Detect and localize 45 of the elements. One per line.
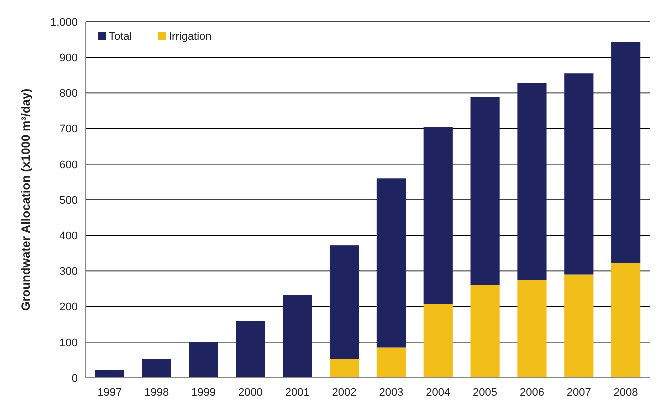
bar xyxy=(330,359,360,378)
x-tick-label: 2002 xyxy=(332,387,357,399)
y-tick-label: 300 xyxy=(60,266,78,278)
x-tick-label: 2001 xyxy=(285,387,310,399)
bar xyxy=(330,246,360,360)
y-tick-label: 700 xyxy=(60,124,78,136)
bar xyxy=(424,304,453,378)
bar xyxy=(376,348,406,378)
bar xyxy=(283,295,312,378)
bar xyxy=(470,285,500,378)
bar xyxy=(564,274,594,378)
bar xyxy=(470,97,500,286)
y-tick-label: 0 xyxy=(72,372,78,385)
x-tick-label: 2007 xyxy=(566,387,592,399)
x-tick-label: 2005 xyxy=(473,387,498,399)
bar xyxy=(142,359,172,378)
y-tick-label: 600 xyxy=(60,159,78,172)
bar xyxy=(612,263,641,378)
x-tick-label: 1998 xyxy=(144,387,170,399)
x-tick-label: 2008 xyxy=(614,387,638,399)
legend-label: Total xyxy=(109,30,132,43)
y-tick-label: 400 xyxy=(60,230,78,242)
y-axis-title: Groundwater Allocation (x1000 m³/day) xyxy=(19,88,33,312)
y-tick-label: 900 xyxy=(60,52,78,64)
bar xyxy=(95,370,124,378)
bar xyxy=(424,127,453,304)
bar xyxy=(518,83,547,280)
x-tick-label: 2006 xyxy=(520,387,544,399)
x-tick-label: 2003 xyxy=(379,387,404,399)
bar xyxy=(518,280,547,378)
y-tick-label: 1,000 xyxy=(50,16,78,29)
x-tick-label: 2000 xyxy=(238,387,263,399)
y-tick-label: 200 xyxy=(60,302,78,314)
x-tick-label: 2004 xyxy=(426,387,451,399)
legend-label: Irrigation xyxy=(169,30,212,43)
y-tick-label: 100 xyxy=(60,337,78,350)
y-tick-label: 500 xyxy=(60,194,78,207)
bar xyxy=(189,342,218,378)
bar xyxy=(236,321,266,378)
bar xyxy=(564,74,594,275)
bar xyxy=(376,178,406,348)
x-tick-label: 1999 xyxy=(192,387,216,399)
bar xyxy=(612,42,641,264)
x-tick-label: 1997 xyxy=(98,387,122,399)
y-tick-label: 800 xyxy=(60,88,78,100)
